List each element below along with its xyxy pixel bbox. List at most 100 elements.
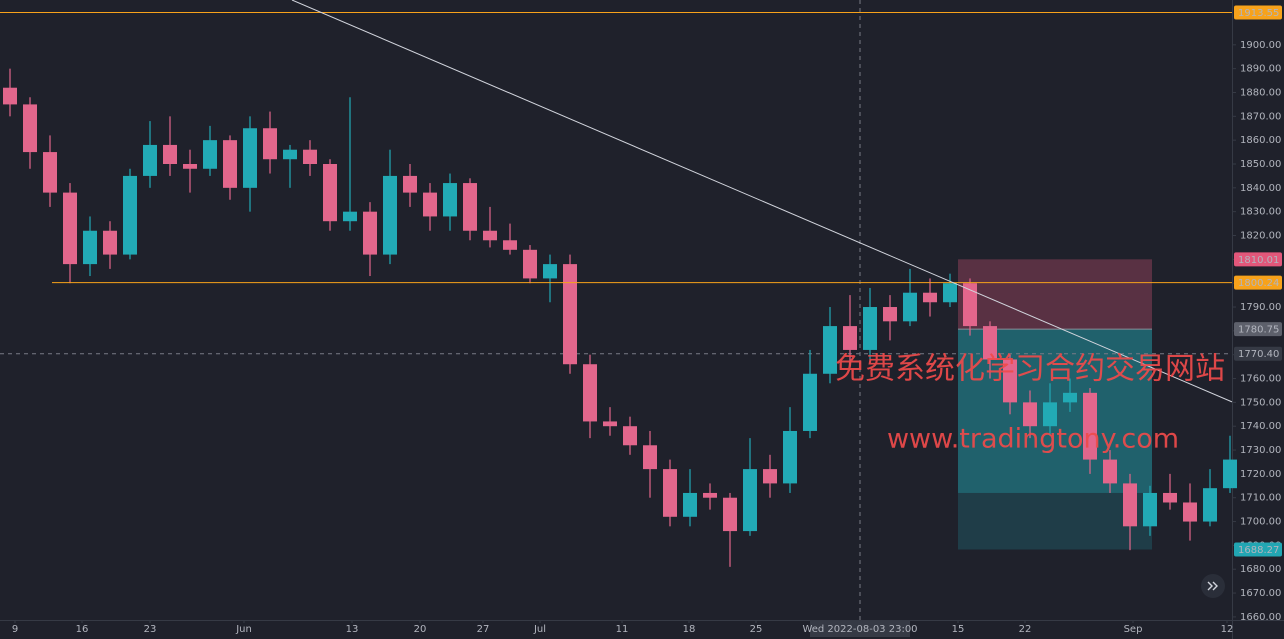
crosshair-y-label: 1770.40 — [1238, 349, 1279, 360]
candle-body — [1223, 459, 1237, 489]
y-tick-label: 1730.00 — [1240, 445, 1281, 456]
scroll-button[interactable] — [1201, 574, 1225, 598]
entry-label-bg — [1234, 322, 1282, 337]
price-line-label-bg — [1234, 275, 1282, 290]
candle-body — [143, 144, 157, 176]
candle-body — [703, 492, 717, 498]
candle-body — [903, 292, 917, 322]
crosshair-y-label-bg — [1234, 346, 1282, 361]
price-line-label: 1913.55 — [1238, 8, 1279, 19]
candle-body — [963, 283, 977, 327]
trend-line — [291, 0, 1233, 403]
crosshair-x-label-bg — [810, 621, 910, 637]
y-tick-label: 1670.00 — [1240, 588, 1281, 599]
y-tick-label: 1820.00 — [1240, 231, 1281, 242]
candle-body — [503, 240, 517, 250]
candle-body — [123, 175, 137, 255]
candle-body — [303, 149, 317, 164]
candle-body — [623, 426, 637, 446]
candle-body — [1023, 402, 1037, 427]
candle-body — [643, 445, 657, 470]
candle-body — [223, 140, 237, 188]
y-tick-label: 1830.00 — [1240, 207, 1281, 218]
candle-body — [1203, 488, 1217, 522]
y-tick-label: 1880.00 — [1240, 87, 1281, 98]
y-tick-label: 1850.00 — [1240, 159, 1281, 170]
y-tick-label: 1710.00 — [1240, 493, 1281, 504]
candle-body — [743, 469, 757, 532]
y-tick-label: 1840.00 — [1240, 183, 1281, 194]
x-tick-label: Sep — [1124, 624, 1143, 635]
candle-body — [343, 211, 357, 222]
y-tick-label: 1750.00 — [1240, 397, 1281, 408]
y-tick-label: 1700.00 — [1240, 517, 1281, 528]
candle-body — [1043, 402, 1057, 427]
candle-body — [163, 144, 177, 164]
candle-body — [103, 230, 117, 255]
candle-body — [1183, 502, 1197, 522]
candle-body — [823, 326, 837, 374]
stop-label-bg — [1234, 252, 1282, 267]
candle-body — [23, 104, 37, 153]
y-tick-label: 1720.00 — [1240, 469, 1281, 480]
y-tick-label: 1740.00 — [1240, 421, 1281, 432]
y-tick-label: 1760.00 — [1240, 374, 1281, 385]
x-tick-label: 27 — [477, 624, 490, 635]
candle-body — [403, 175, 417, 193]
target-label-bg — [1234, 542, 1282, 557]
price-line-label: 1800.24 — [1238, 278, 1279, 289]
y-tick-label: 1660.00 — [1240, 612, 1281, 623]
candle-body — [43, 152, 57, 193]
candle-body — [763, 469, 777, 484]
y-tick-label: 1790.00 — [1240, 302, 1281, 313]
candle-body — [583, 364, 597, 422]
candle-body — [323, 163, 337, 222]
candle-body — [1123, 483, 1137, 527]
candle-body — [423, 192, 437, 217]
stop-label: 1810.01 — [1238, 255, 1279, 266]
position-stop-zone — [958, 259, 1152, 330]
candle-body — [83, 230, 97, 265]
y-tick-label: 1870.00 — [1240, 111, 1281, 122]
x-tick-label: 25 — [750, 624, 763, 635]
candle-body — [183, 163, 197, 169]
y-tick-label: 1890.00 — [1240, 64, 1281, 75]
candle-body — [383, 175, 397, 255]
candle-body — [563, 264, 577, 365]
y-tick-label: 1680.00 — [1240, 564, 1281, 575]
watermark: 免费系统化学习合约交易网站 — [835, 352, 1225, 387]
x-tick-label: 16 — [76, 624, 89, 635]
x-tick-label: 18 — [683, 624, 696, 635]
candle-body — [1083, 392, 1097, 460]
y-tick-label: 1900.00 — [1240, 40, 1281, 51]
candle-body — [723, 497, 737, 532]
candle-body — [943, 283, 957, 303]
candle-body — [263, 128, 277, 160]
candle-body — [843, 326, 857, 350]
candle-body — [983, 326, 997, 360]
candle-body — [63, 192, 77, 265]
watermark-url: www.tradingtony.com — [887, 424, 1179, 455]
x-tick-label: Jun — [235, 624, 252, 635]
target-label: 1688.27 — [1238, 545, 1279, 556]
x-tick-label: 23 — [144, 624, 157, 635]
candle-body — [783, 430, 797, 484]
price-line-label-bg — [1234, 5, 1282, 20]
candle-body — [1143, 492, 1157, 527]
candle-body — [483, 230, 497, 241]
x-tick-label: 11 — [616, 624, 629, 635]
candle-body — [1063, 392, 1077, 403]
candle-body — [803, 373, 817, 431]
candle-body — [663, 469, 677, 517]
candle-body — [443, 183, 457, 217]
candle-body — [283, 149, 297, 160]
x-tick-label: 9 — [12, 624, 18, 635]
candle-body — [603, 421, 617, 427]
x-tick-label: 22 — [1019, 624, 1032, 635]
candle-body — [203, 140, 217, 169]
candle-body — [1163, 492, 1177, 503]
y-tick-label: 1860.00 — [1240, 135, 1281, 146]
candle-body — [243, 128, 257, 188]
